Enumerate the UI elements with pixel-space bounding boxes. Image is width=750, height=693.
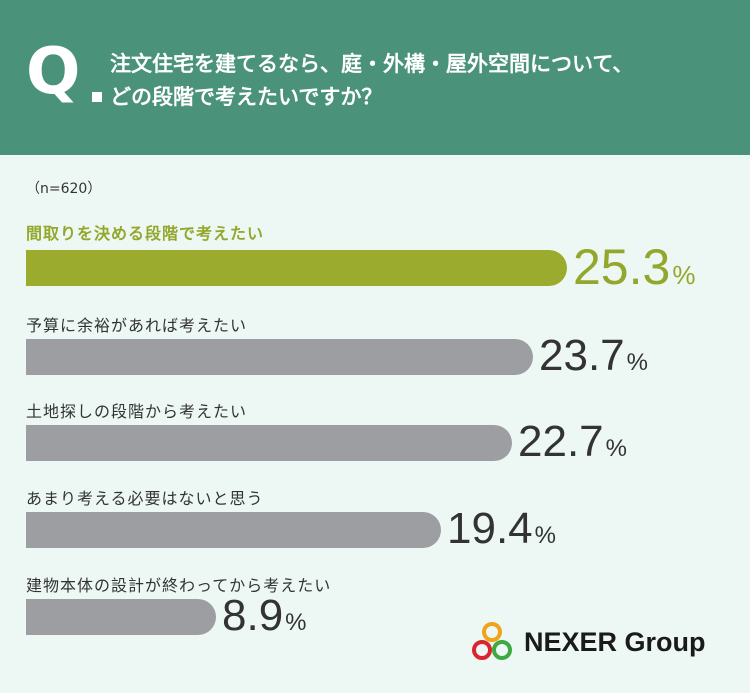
bar-label: 予算に余裕があれば考えたい (26, 316, 248, 335)
value-unit: % (285, 609, 307, 636)
bar (26, 599, 216, 635)
value-number: 8.9 (222, 591, 284, 640)
bar-label: あまり考える必要はないと思う (26, 489, 264, 508)
nexer-logo: NEXER Group (470, 620, 706, 664)
bar (26, 339, 533, 375)
question-header: Q 注文住宅を建てるなら、庭・外構・屋外空間について、 どの段階で考えたいですか… (0, 0, 750, 155)
bar (26, 250, 567, 286)
logo-text: NEXER Group (524, 626, 706, 657)
value-label: 25.3% (573, 242, 695, 292)
question-line-1: 注文住宅を建てるなら、庭・外構・屋外空間について、 (110, 52, 634, 76)
bar-label: 土地探しの段階から考えたい (26, 402, 248, 421)
value-unit: % (626, 349, 648, 376)
value-unit: % (672, 260, 696, 290)
value-number: 23.7 (539, 331, 625, 380)
bar (26, 512, 441, 548)
value-unit: % (534, 522, 556, 549)
nexer-logo-icon (472, 622, 512, 660)
value-label: 23.7% (539, 334, 648, 378)
question-line-2: どの段階で考えたいですか？ (110, 85, 383, 109)
bar-label: 建物本体の設計が終わってから考えたい (26, 576, 332, 595)
value-label: 22.7% (518, 420, 627, 464)
value-number: 19.4 (447, 504, 533, 553)
value-label: 19.4% (447, 507, 556, 551)
bar-label: 間取りを決める段階で考えたい (26, 224, 265, 243)
value-label: 8.9% (222, 594, 307, 638)
sample-size: （n=620） (26, 181, 102, 197)
q-dot (92, 92, 102, 102)
q-mark: Q (26, 35, 81, 109)
value-unit: % (605, 435, 627, 462)
value-number: 25.3 (573, 239, 671, 295)
bar (26, 425, 512, 461)
value-number: 22.7 (518, 417, 604, 466)
question-text: 注文住宅を建てるなら、庭・外構・屋外空間について、 どの段階で考えたいですか？ (110, 48, 730, 114)
